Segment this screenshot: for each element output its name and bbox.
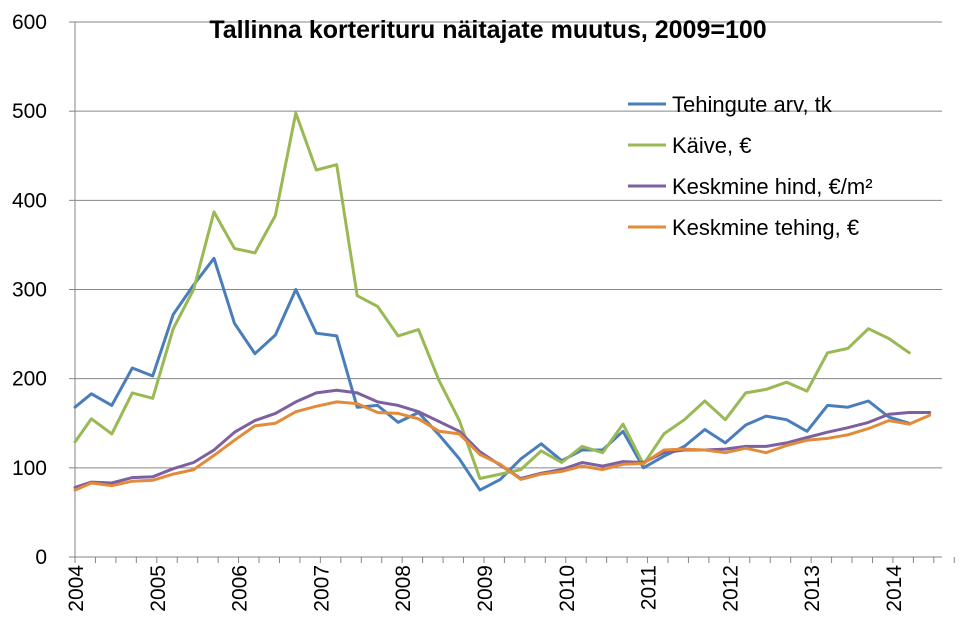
x-tick-label: 2006 — [229, 565, 252, 612]
y-tick-label: 0 — [35, 546, 47, 569]
series-lines — [73, 111, 932, 492]
x-tick-label: 2012 — [719, 565, 742, 612]
legend-label-1: Käive, € — [672, 133, 752, 158]
x-tick-label: 2011 — [638, 565, 661, 610]
y-tick-label: 100 — [12, 457, 47, 480]
x-tick-label: 2007 — [310, 565, 333, 612]
x-tick-label: 2013 — [801, 565, 824, 612]
series-line-0 — [73, 256, 911, 492]
legend: Tehingute arv, tk Käive, € Keskmine hind, … — [628, 92, 873, 240]
gridlines — [75, 21, 942, 469]
y-tick-labels: 0 100 200 300 400 500 600 — [12, 11, 47, 569]
series-line-3 — [73, 400, 932, 492]
y-tick-label: 600 — [12, 11, 47, 34]
y-tick-label: 300 — [12, 279, 47, 302]
x-tick-label: 2010 — [556, 565, 579, 612]
legend-label-3: Keskmine tehing, € — [672, 215, 859, 240]
legend-label-0: Tehingute arv, tk — [672, 92, 833, 117]
axes — [69, 21, 955, 563]
legend-label-2: Keskmine hind, €/m² — [672, 174, 873, 199]
y-tick-label: 200 — [12, 368, 47, 391]
chart-title: Tallinna korterituru näitajate muutus, 2… — [209, 16, 766, 44]
x-tick-label: 2004 — [65, 565, 88, 612]
x-tick-label: 2014 — [883, 565, 906, 612]
x-tick-label: 2008 — [392, 565, 415, 612]
x-tick-label: 2005 — [147, 565, 170, 612]
series-line-1 — [73, 111, 911, 480]
x-tick-labels: 2004 2005 2006 2007 2008 2009 2010 2011 2012 2013… — [65, 565, 906, 612]
y-tick-label: 400 — [12, 189, 47, 212]
x-tick-label: 2009 — [474, 565, 497, 612]
y-tick-label: 500 — [12, 100, 47, 123]
